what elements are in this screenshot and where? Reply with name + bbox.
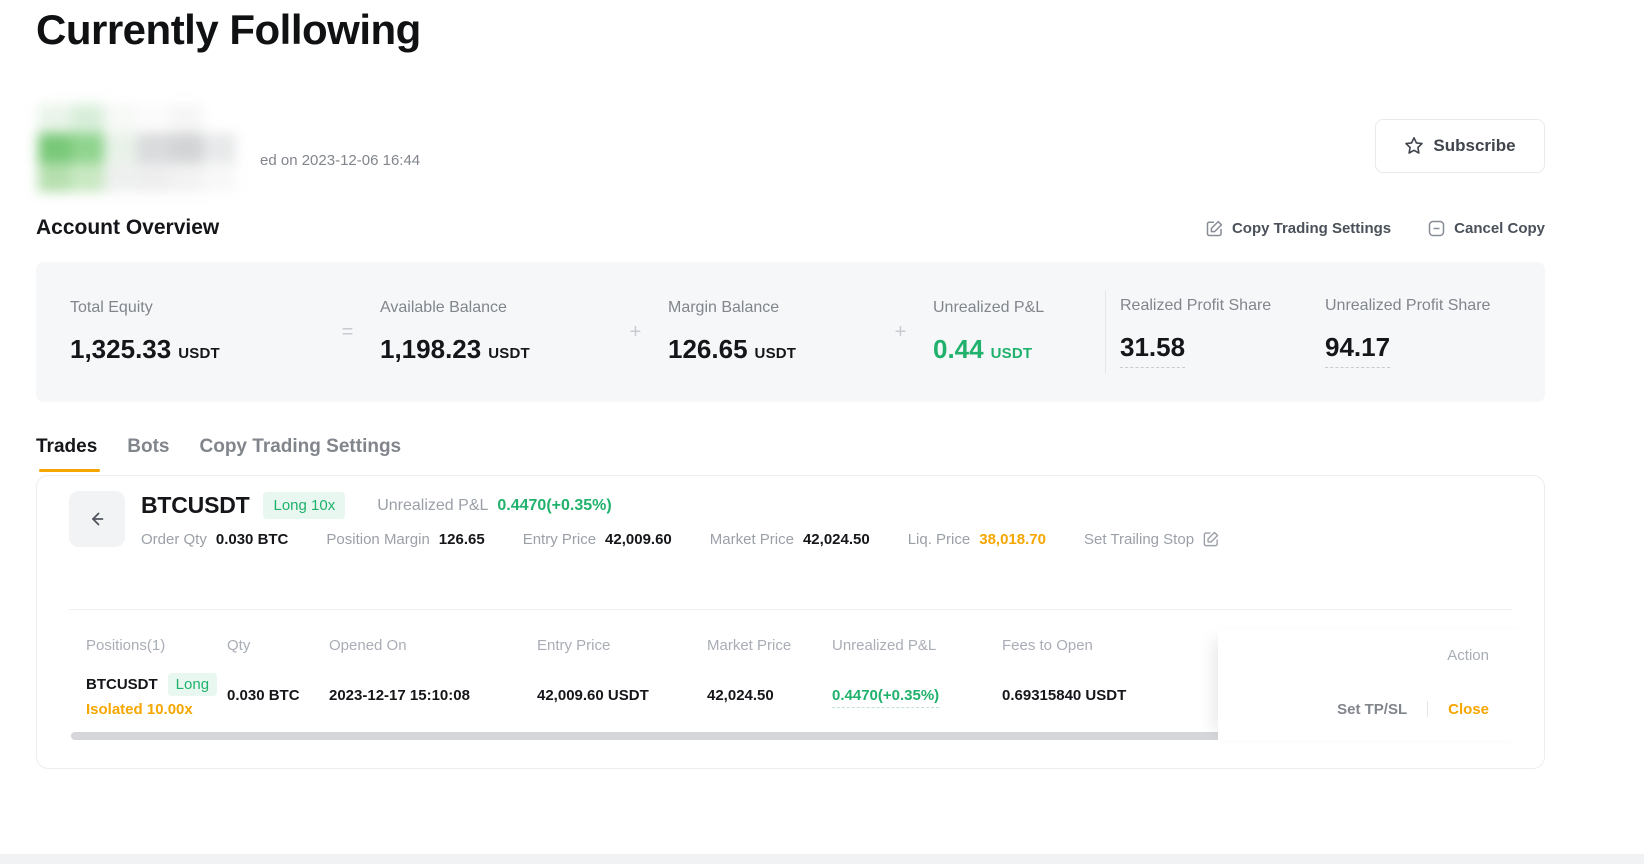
action-divider xyxy=(1427,701,1429,717)
page-title: Currently Following xyxy=(36,6,421,53)
star-icon xyxy=(1404,136,1424,156)
row-margin-mode: Isolated 10.00x xyxy=(86,700,193,718)
market-price-pair: Market Price 42,024.50 xyxy=(709,530,870,548)
trader-avatar-blurred[interactable] xyxy=(38,104,236,192)
copy-trading-settings-label: Copy Trading Settings xyxy=(1231,219,1392,237)
edit-square-icon xyxy=(1205,219,1224,238)
header-entry-price: Entry Price xyxy=(537,636,611,654)
stat-available-balance: Available Balance 1,198.23 USDT xyxy=(380,299,530,364)
edit-square-icon xyxy=(1202,530,1220,548)
direction-leverage-badge: Long 10x xyxy=(263,492,346,519)
tab-copy-trading-settings[interactable]: Copy Trading Settings xyxy=(199,436,402,457)
account-stats-bar: Total Equity 1,325.33 USDT = Available B… xyxy=(36,262,1545,402)
sticky-action-column: Action Set TP/SL Close xyxy=(1218,630,1543,740)
subscribe-label: Subscribe xyxy=(1433,136,1516,155)
tab-bots[interactable]: Bots xyxy=(127,436,170,457)
unrealized-pnl-label: Unrealized P&L xyxy=(377,496,489,514)
active-tab-underline xyxy=(39,469,101,472)
plus-operator: + xyxy=(894,320,907,343)
row-entry-price: 42,009.60 USDT xyxy=(537,686,649,704)
next-section-strip xyxy=(0,854,1644,864)
account-overview-heading: Account Overview xyxy=(36,216,220,239)
header-unrealized-pnl: Unrealized P&L xyxy=(832,636,937,654)
realized-profit-share-value[interactable]: 31.58 xyxy=(1120,332,1186,368)
row-opened-on: 2023-12-17 15:10:08 xyxy=(329,686,470,704)
row-side-badge: Long xyxy=(167,672,218,696)
position-detail-card: BTCUSDT Long 10x Unrealized P&L 0.4470(+… xyxy=(36,475,1545,769)
row-unrealized-pnl[interactable]: 0.4470(+0.35%) xyxy=(832,686,940,708)
copy-trading-settings-button[interactable]: Copy Trading Settings xyxy=(1205,219,1391,238)
equals-operator: = xyxy=(341,320,354,343)
stat-margin-balance: Margin Balance 126.65 USDT xyxy=(668,299,797,364)
header-opened-on: Opened On xyxy=(329,636,407,654)
entry-price-pair: Entry Price 42,009.60 xyxy=(522,530,672,548)
row-fees-to-open: 0.69315840 USDT xyxy=(1002,686,1127,704)
liq-price-pair: Liq. Price 38,018.70 xyxy=(907,530,1046,548)
stat-realized-profit-share: Realized Profit Share 31.58 xyxy=(1120,297,1325,368)
cancel-copy-label: Cancel Copy xyxy=(1454,219,1545,237)
cancel-copy-button[interactable]: Cancel Copy xyxy=(1427,219,1545,238)
stats-vertical-divider xyxy=(1105,291,1106,373)
position-row: BTCUSDT Long Isolated 10.00x 0.030 BTC 2… xyxy=(37,666,1544,724)
total-equity-value: 1,325.33 xyxy=(70,334,172,364)
positions-table: Positions(1) Qty Opened On Entry Price M… xyxy=(37,624,1544,740)
subscribe-button[interactable]: Subscribe xyxy=(1375,119,1545,173)
back-button[interactable] xyxy=(69,491,125,547)
back-arrow-icon xyxy=(86,508,108,530)
set-tpsl-button[interactable]: Set TP/SL xyxy=(1337,700,1408,718)
horizontal-scrollbar-thumb[interactable] xyxy=(71,732,1455,740)
positions-table-header: Positions(1) Qty Opened On Entry Price M… xyxy=(37,624,1544,666)
unrealized-profit-share-value[interactable]: 94.17 xyxy=(1325,332,1391,368)
margin-balance-value: 126.65 xyxy=(668,334,748,364)
header-action: Action xyxy=(1447,646,1489,664)
trader-profile-row: ed on 2023-12-06 16:44 Subscribe xyxy=(36,104,1545,192)
stat-unrealized-profit-share: Unrealized Profit Share 94.17 xyxy=(1325,297,1545,368)
stat-total-equity: Total Equity 1,325.33 USDT xyxy=(70,299,220,364)
horizontal-scrollbar-track[interactable] xyxy=(71,732,1512,740)
header-qty: Qty xyxy=(227,636,251,654)
close-position-button[interactable]: Close xyxy=(1448,700,1489,718)
row-symbol-cell: BTCUSDT Long Isolated 10.00x xyxy=(37,672,227,718)
order-qty-pair: Order Qty 0.030 BTC xyxy=(141,530,289,548)
stat-unrealized-pnl: Unrealized P&L 0.44 USDT xyxy=(933,299,1045,364)
header-positions: Positions(1) xyxy=(86,636,166,654)
available-balance-value: 1,198.23 xyxy=(380,334,482,364)
card-divider xyxy=(69,609,1512,610)
row-qty: 0.030 BTC xyxy=(227,686,300,704)
plus-operator: + xyxy=(629,320,642,343)
unrealized-pnl-value: 0.4470(+0.35%) xyxy=(497,496,612,514)
liq-price-value: 38,018.70 xyxy=(979,530,1046,548)
position-margin-pair: Position Margin 126.65 xyxy=(326,530,485,548)
section-tabs: Trades Bots Copy Trading Settings xyxy=(36,436,1545,472)
unrealized-pnl-value: 0.44 xyxy=(933,334,984,364)
row-symbol: BTCUSDT xyxy=(86,675,158,693)
minus-square-icon xyxy=(1427,219,1446,238)
set-trailing-stop-button[interactable]: Set Trailing Stop xyxy=(1084,530,1220,548)
tab-trades[interactable]: Trades xyxy=(36,436,101,472)
row-market-price: 42,024.50 xyxy=(707,686,774,704)
position-symbol: BTCUSDT xyxy=(141,492,250,518)
header-fees-to-open: Fees to Open xyxy=(1002,636,1093,654)
header-market-price: Market Price xyxy=(707,636,792,654)
followed-on-timestamp: ed on 2023-12-06 16:44 xyxy=(260,152,421,169)
